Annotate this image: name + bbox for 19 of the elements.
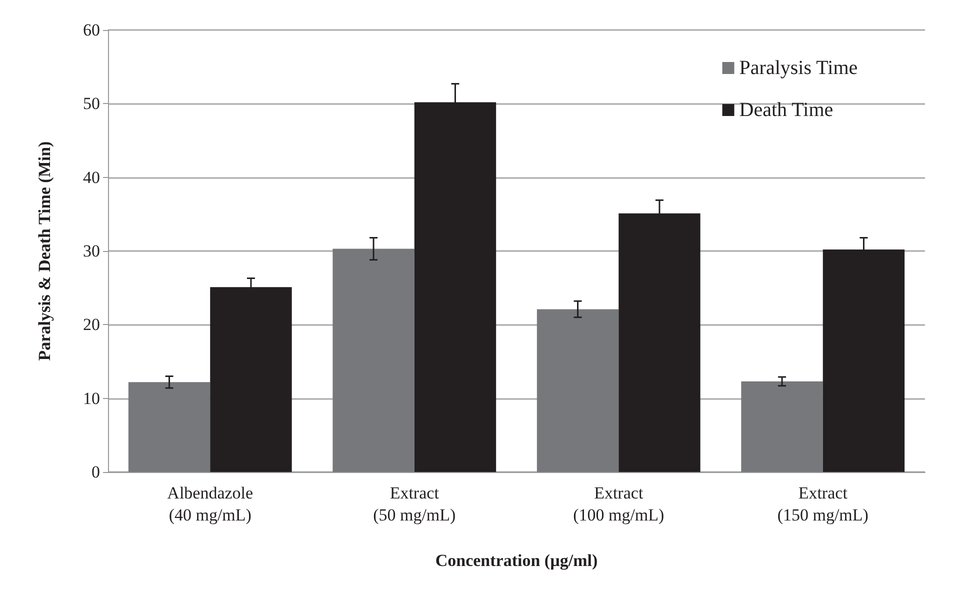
x-axis-title: Concentration (µg/ml) — [435, 551, 598, 570]
bar — [741, 381, 823, 472]
bar — [332, 248, 414, 472]
y-tick-label: 10 — [83, 388, 100, 408]
y-tick-label: 40 — [83, 168, 100, 187]
y-tick-label: 20 — [83, 315, 100, 334]
legend-label: Death Time — [739, 99, 834, 121]
y-tick-label: 0 — [92, 462, 100, 482]
bar — [128, 382, 210, 472]
x-tick-label: Extract (100 mg/mL) — [573, 484, 664, 524]
bar — [536, 309, 619, 472]
y-tick-label: 30 — [83, 242, 100, 260]
y-tick-label: 50 — [83, 94, 100, 114]
legend-label: Paralysis Time — [739, 57, 858, 79]
x-tick-label: Extract (50 mg/mL) — [373, 484, 456, 524]
x-tick-label: Albendazole (40 mg/mL) — [167, 484, 254, 524]
y-axis-title: Paralysis & Death Time (Min) — [35, 141, 54, 361]
x-tick-label: Extract (150 mg/mL) — [777, 484, 868, 524]
y-tick-label: 60 — [83, 20, 100, 40]
